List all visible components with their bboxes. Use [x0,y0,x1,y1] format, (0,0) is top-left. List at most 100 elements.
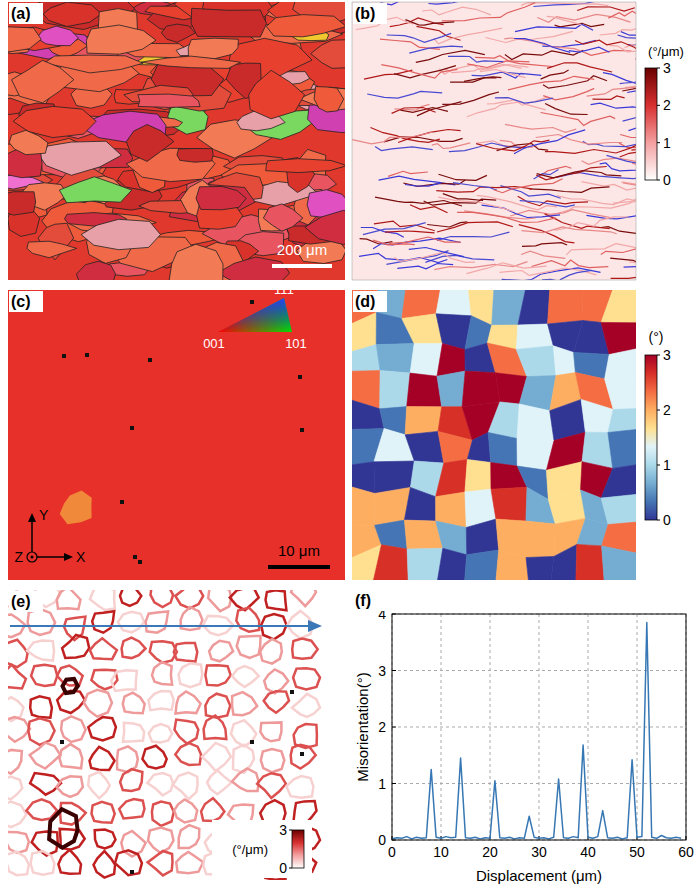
label-patch [9,591,43,612]
boundary [620,146,636,157]
axis-arrow [31,520,33,553]
boundary [8,802,26,828]
boundary [545,104,588,115]
grain [266,159,345,173]
grain [8,192,36,215]
grain [60,491,92,525]
colorbar-tick-label: 1 [663,457,671,473]
boundary [620,131,636,138]
boundary [148,828,174,853]
grain-cell [605,349,636,379]
boundary [84,690,112,717]
colorbar-tick-label: 0 [663,512,671,528]
boundary [380,2,424,5]
boundary [610,258,636,266]
boundary [627,89,636,94]
boundary [569,47,610,52]
colorbar [645,355,657,520]
boundary [266,590,287,610]
boundary [111,670,137,691]
boundary [352,132,433,144]
boundary [623,108,636,121]
grain [81,219,160,249]
boundary [381,65,457,78]
grain-cell [491,487,527,521]
boundary [233,745,254,773]
boundary [364,70,412,79]
boundary [60,744,83,768]
ipf-key-label: 111 [274,282,294,297]
boundary [476,140,549,151]
boundary [429,2,500,4]
grain [12,60,74,102]
boundary [371,128,440,143]
boundary [293,668,320,689]
panel-label: (c) [11,293,31,310]
grain [141,56,241,68]
grain [196,187,246,210]
axis-letter: X [76,549,86,565]
boundary [480,70,526,78]
boundary [90,590,115,610]
grid-line [392,727,686,728]
grain [263,204,303,231]
boundary [611,274,636,278]
arrow-head [64,553,73,561]
boundary [232,692,257,715]
boundary [416,50,485,62]
boundary [405,20,454,26]
unindexed-point [138,560,142,564]
grain [27,241,77,258]
grain [126,125,173,162]
boundary [232,666,259,687]
boundary [27,641,54,661]
boundary [392,108,436,114]
unindexed-point [120,500,124,504]
colorbar [645,68,657,180]
tick [392,670,396,671]
grain-cell [465,460,491,493]
grain-cell [380,371,410,409]
boundary [547,16,582,24]
grain [43,2,101,26]
boundary [147,773,173,795]
grain-cell [407,373,442,407]
colorbar-tick [657,355,660,356]
misorientation-map [352,290,636,580]
boundary [261,749,285,772]
scale-bar [268,565,330,569]
colorbar-tick [657,410,660,411]
unindexed-point [290,690,294,694]
boundary [63,679,78,693]
boundary [94,851,116,878]
boundary [208,590,231,611]
colorbar-tick [657,105,660,106]
grain-cell [496,550,528,580]
boundary [613,196,636,203]
boundary [373,240,415,245]
boundary [8,640,28,667]
boundary [176,692,201,714]
boundary [609,45,636,58]
colorbar-tick [289,830,292,831]
boundary [30,773,61,795]
boundary [291,745,316,769]
boundary [631,141,636,151]
boundary [442,3,535,21]
boundary [174,799,197,822]
boundary [495,98,553,103]
boundary [49,809,78,848]
boundary [387,33,451,42]
grain-cell [488,402,519,439]
grain-cell [374,429,414,462]
ipf-map [8,290,345,580]
boundary [148,851,173,875]
colorbar [292,830,304,868]
colorbar-tick [657,520,660,521]
boundary [142,746,166,769]
panel-label: (b) [355,5,375,22]
grain [188,38,238,59]
grain-cell [404,487,435,521]
boundary [95,830,116,849]
grain-cell [605,376,636,409]
